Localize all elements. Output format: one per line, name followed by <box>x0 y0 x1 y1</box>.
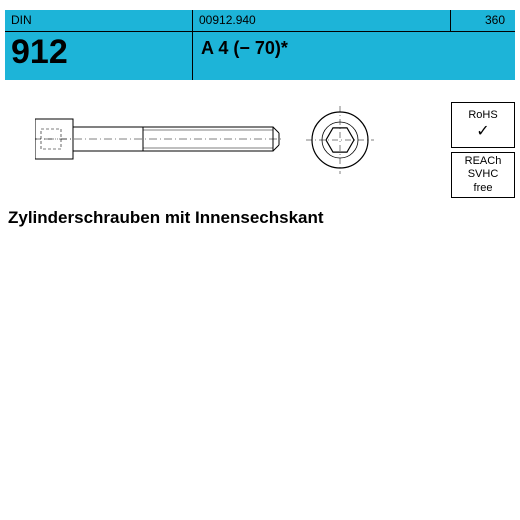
material-spec: A 4 (− 70)* <box>193 32 515 80</box>
right-number: 360 <box>451 10 511 31</box>
din-label: DIN <box>5 10 193 31</box>
technical-drawing <box>5 95 405 185</box>
rohs-badge: RoHS ✓ <box>451 102 515 148</box>
reach-line3: free <box>474 182 493 195</box>
screw-side-view <box>35 115 295 165</box>
screw-front-view <box>305 105 375 175</box>
rohs-label: RoHS <box>468 109 497 122</box>
page-container: DIN 00912.940 360 912 A 4 (− 70)* <box>0 0 520 520</box>
header-bar: DIN 00912.940 360 912 A 4 (− 70)* <box>5 10 515 80</box>
header-row-bottom: 912 A 4 (− 70)* <box>5 32 515 80</box>
reach-line1: REACh <box>465 155 502 168</box>
reach-badge: REACh SVHC free <box>451 152 515 198</box>
product-code: 00912.940 <box>193 10 451 31</box>
reach-line2: SVHC <box>468 168 499 181</box>
din-number: 912 <box>5 32 193 80</box>
check-icon: ✓ <box>476 122 489 141</box>
header-row-top: DIN 00912.940 360 <box>5 10 515 32</box>
product-title: Zylinderschrauben mit Innensechskant <box>8 208 324 228</box>
